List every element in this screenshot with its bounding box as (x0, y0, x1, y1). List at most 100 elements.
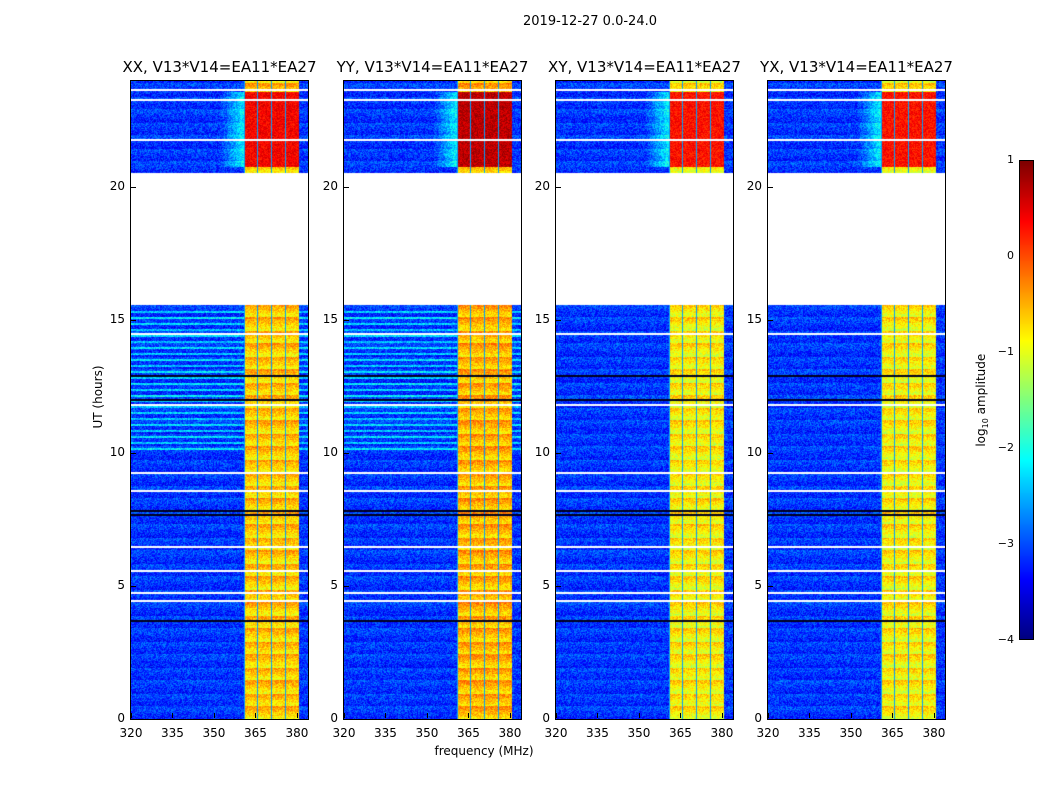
spectrogram-heatmap (768, 81, 945, 719)
y-tick (344, 586, 349, 588)
x-tick-label: 335 (374, 726, 397, 740)
x-tick-label: 380 (922, 726, 946, 740)
y-tick-label: 10 (534, 445, 550, 460)
y-tick-label: 10 (109, 445, 125, 460)
y-tick (556, 453, 561, 455)
y-tick-label: 5 (330, 578, 338, 593)
x-tick-label: 335 (161, 726, 184, 740)
x-tick-label: 380 (498, 726, 522, 740)
y-tick-label: 0 (542, 711, 550, 725)
x-tick-label: 320 (119, 726, 143, 740)
panel-2: XY, V13*V14=EA11*EA27 320 335 350 365 380 0 5 10… (535, 58, 741, 740)
y-tick-label: 10 (746, 445, 762, 460)
y-tick (344, 187, 349, 189)
panel-0: XX, V13*V14=EA11*EA27 320 335 350 365 380 0 5 10… (110, 58, 317, 740)
x-tick-label: 365 (669, 726, 692, 740)
y-tick-label: 15 (109, 312, 125, 327)
panel-title: XY, V13*V14=EA11*EA27 (548, 58, 741, 76)
x-tick (296, 713, 298, 718)
y-tick (556, 586, 561, 588)
x-tick (255, 713, 257, 718)
x-tick (468, 713, 470, 718)
spectrogram-heatmap (556, 81, 733, 719)
y-tick-label: 15 (534, 312, 550, 327)
y-tick (556, 719, 561, 720)
y-tick (768, 719, 773, 720)
y-tick-label: 10 (322, 445, 338, 460)
colorbar-tick-label: −1 (997, 345, 1014, 358)
x-tick (426, 713, 428, 718)
y-tick-label: 20 (322, 179, 338, 194)
x-tick (680, 713, 682, 718)
x-tick (892, 713, 894, 718)
y-tick (556, 187, 561, 189)
panel-title: YX, V13*V14=EA11*EA27 (760, 58, 953, 76)
x-tick (933, 713, 935, 718)
y-tick-label: 0 (330, 711, 338, 725)
y-tick (768, 586, 773, 588)
y-tick-label: 20 (109, 179, 125, 194)
x-axis-label: frequency (MHz) (434, 744, 534, 758)
y-tick (768, 453, 773, 455)
y-tick-label: 15 (746, 312, 762, 327)
x-tick-label: 365 (244, 726, 267, 740)
x-tick (385, 713, 387, 718)
x-tick-label: 350 (627, 726, 651, 740)
x-tick-label: 335 (586, 726, 609, 740)
y-tick (131, 320, 136, 322)
y-tick-label: 5 (117, 578, 125, 593)
y-tick (131, 586, 136, 588)
panel-title: YY, V13*V14=EA11*EA27 (336, 58, 529, 76)
x-tick-label: 320 (756, 726, 780, 740)
y-tick (131, 187, 136, 189)
x-tick (638, 713, 640, 718)
colorbar (1019, 160, 1034, 640)
y-tick-label: 20 (746, 179, 762, 194)
y-tick (131, 719, 136, 720)
x-tick-label: 335 (798, 726, 821, 740)
y-tick (344, 719, 349, 720)
x-tick (556, 713, 557, 718)
x-tick-label: 380 (285, 726, 309, 740)
colorbar-tick-label: −3 (997, 537, 1014, 550)
y-tick-label: 5 (542, 578, 550, 593)
y-tick (768, 320, 773, 322)
colorbar-label: log10 amplitude (973, 353, 991, 447)
x-tick (850, 713, 852, 718)
y-tick-label: 5 (754, 578, 762, 593)
x-tick (509, 713, 511, 718)
panel-1: YY, V13*V14=EA11*EA27 320 335 350 365 380 0 5 10… (323, 58, 529, 740)
x-tick-label: 350 (202, 726, 226, 740)
x-tick (721, 713, 723, 718)
y-tick (344, 320, 349, 322)
y-tick-label: 15 (322, 312, 338, 327)
colorbar-tick-label: 0 (1007, 249, 1014, 262)
colorbar-tick-label: −4 (997, 633, 1014, 646)
y-tick (556, 320, 561, 322)
figure-title: 2019-12-27 0.0-24.0 (523, 14, 657, 29)
x-tick-label: 380 (710, 726, 734, 740)
x-tick (213, 713, 215, 718)
spectrogram-heatmap (131, 81, 308, 719)
colorbar-tick-label: −2 (997, 441, 1014, 454)
x-tick (131, 713, 132, 718)
y-tick-label: 0 (754, 711, 762, 725)
x-tick (344, 713, 345, 718)
x-tick (809, 713, 811, 718)
y-tick (344, 453, 349, 455)
spectrogram-heatmap (344, 81, 521, 719)
panel-title: XX, V13*V14=EA11*EA27 (122, 58, 317, 76)
colorbar-tick-label: 1 (1007, 153, 1014, 166)
x-tick (172, 713, 174, 718)
x-tick-label: 350 (839, 726, 863, 740)
y-tick-label: 20 (534, 179, 550, 194)
x-tick (768, 713, 769, 718)
x-tick-label: 320 (332, 726, 356, 740)
y-tick (131, 453, 136, 455)
y-tick-label: 0 (117, 711, 125, 725)
x-tick-label: 365 (881, 726, 904, 740)
x-tick-label: 365 (457, 726, 480, 740)
x-tick-label: 320 (544, 726, 568, 740)
panel-3: YX, V13*V14=EA11*EA27 320 335 350 365 380 0 5 10… (747, 58, 953, 740)
